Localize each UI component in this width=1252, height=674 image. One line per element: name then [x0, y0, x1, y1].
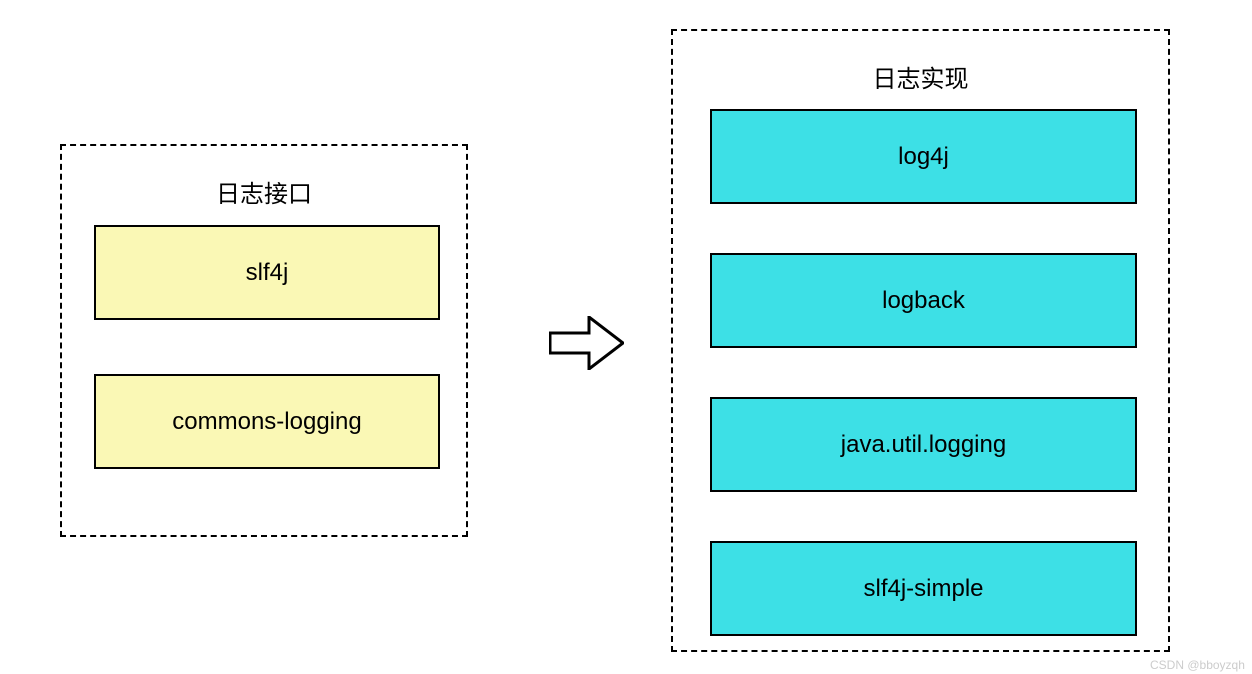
left-group-title: 日志接口: [216, 174, 312, 209]
right-group-box-3: slf4j-simple: [710, 541, 1137, 636]
watermark-text: CSDN @bboyzqh: [1150, 658, 1245, 672]
arrow-icon: [549, 316, 624, 370]
left-group-box-0: slf4j: [94, 225, 440, 320]
right-group-title: 日志实现: [873, 59, 969, 94]
left-group: 日志接口 slf4j commons-logging: [60, 144, 468, 537]
left-group-box-1: commons-logging: [94, 374, 440, 469]
right-group: 日志实现 log4j logback java.util.logging slf4j-…: [671, 29, 1170, 652]
right-group-box-1: logback: [710, 253, 1137, 348]
right-group-box-2: java.util.logging: [710, 397, 1137, 492]
right-group-box-0: log4j: [710, 109, 1137, 204]
